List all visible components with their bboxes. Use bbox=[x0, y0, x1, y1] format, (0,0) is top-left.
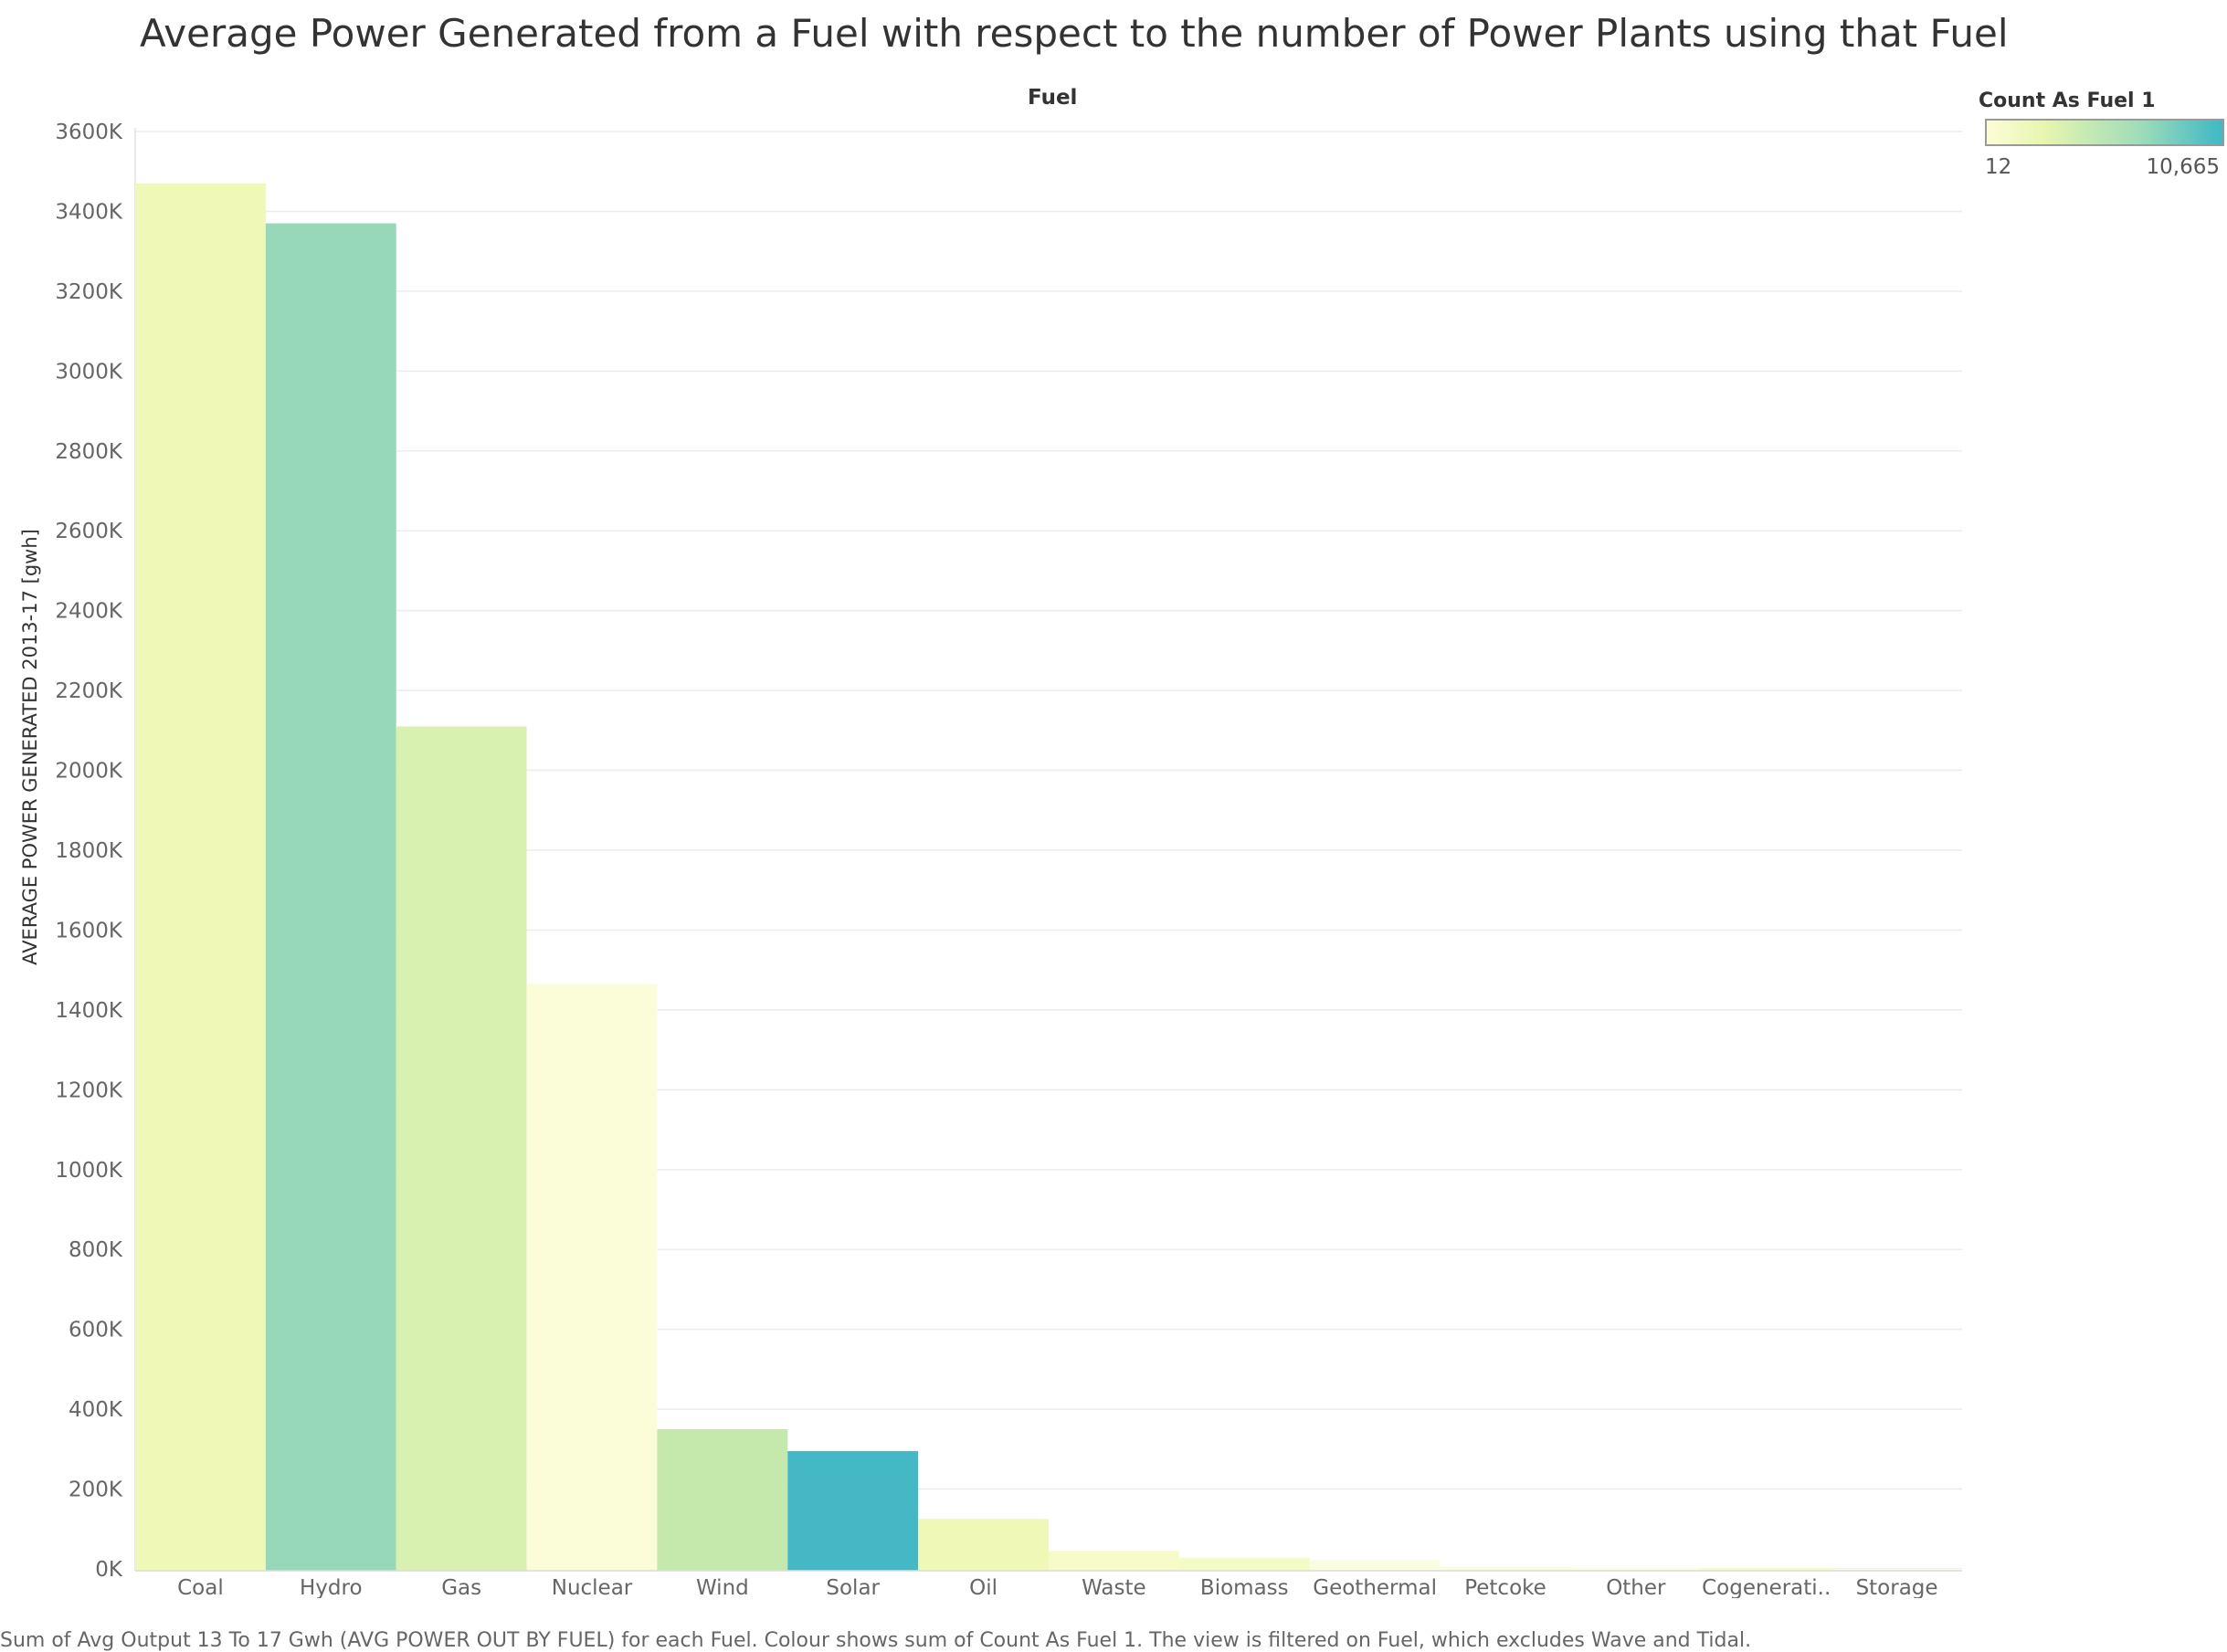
bar-chart: 0K 200K 400K 600K 800K 1000K 1200K 1400K 1600K 18… bbox=[19, 121, 1962, 1598]
x-tick-label: Geothermal bbox=[1313, 1576, 1437, 1598]
bar[interactable] bbox=[265, 223, 396, 1571]
x-tick-label: Wind bbox=[696, 1576, 749, 1598]
x-tick-label: Other bbox=[1606, 1576, 1666, 1598]
bar[interactable] bbox=[135, 183, 266, 1572]
footnote: Sum of Avg Output 13 To 17 Gwh (AVG POWE… bbox=[0, 1629, 1752, 1652]
bar[interactable] bbox=[1309, 1560, 1441, 1571]
x-tick-label: Gas bbox=[441, 1576, 481, 1598]
y-tick-label: 2400K bbox=[55, 600, 123, 624]
x-tick-label: Nuclear bbox=[552, 1576, 633, 1598]
y-tick-label: 800K bbox=[69, 1238, 123, 1262]
bar[interactable] bbox=[787, 1451, 919, 1571]
y-tick-label: 2600K bbox=[55, 520, 123, 543]
y-tick-label: 3000K bbox=[55, 360, 123, 384]
y-tick-label: 3600K bbox=[55, 121, 123, 144]
x-tick-label: Oil bbox=[969, 1576, 997, 1598]
x-tick-label: Biomass bbox=[1200, 1576, 1289, 1598]
y-tick-label: 3200K bbox=[55, 280, 123, 304]
chart-title: Average Power Generated from a Fuel with… bbox=[140, 11, 2009, 56]
bar[interactable] bbox=[657, 1428, 788, 1571]
bar[interactable] bbox=[1831, 1569, 1962, 1571]
bar[interactable] bbox=[918, 1519, 1049, 1571]
y-tick-label: 400K bbox=[69, 1398, 123, 1422]
x-tick-label: Coal bbox=[177, 1576, 224, 1598]
legend-min-label: 12 bbox=[1985, 155, 2012, 179]
y-tick-label: 1200K bbox=[55, 1079, 123, 1102]
y-tick-label: 2800K bbox=[55, 440, 123, 464]
y-tick-label: 2200K bbox=[55, 679, 123, 703]
legend-title: Count As Fuel 1 bbox=[1979, 89, 2156, 112]
y-tick-label: 3400K bbox=[55, 200, 123, 224]
y-tick-label: 600K bbox=[69, 1319, 123, 1342]
bar[interactable] bbox=[1701, 1568, 1832, 1571]
y-tick-label: 2000K bbox=[55, 760, 123, 784]
x-tick-label: Waste bbox=[1082, 1576, 1146, 1598]
x-tick-label: Storage bbox=[1856, 1576, 1938, 1598]
y-tick-label: 200K bbox=[69, 1478, 123, 1502]
x-tick-label: Petcoke bbox=[1464, 1576, 1546, 1598]
x-tick-label: Cogenerati.. bbox=[1702, 1576, 1831, 1598]
x-tick-label: Solar bbox=[826, 1576, 880, 1598]
y-tick-label: 0K bbox=[95, 1558, 123, 1582]
y-tick-label: 1600K bbox=[55, 919, 123, 942]
y-tick-label: 1000K bbox=[55, 1159, 123, 1183]
y-tick-label: 1800K bbox=[55, 839, 123, 863]
column-header: Fuel bbox=[1028, 86, 1078, 110]
bar[interactable] bbox=[1049, 1551, 1179, 1571]
y-tick-label: 1400K bbox=[55, 999, 123, 1023]
legend-gradient bbox=[1985, 119, 2224, 146]
bar[interactable] bbox=[1178, 1557, 1310, 1571]
legend-max-label: 10,665 bbox=[2146, 155, 2220, 179]
bar[interactable] bbox=[1440, 1566, 1571, 1571]
x-tick-label: Hydro bbox=[300, 1576, 363, 1598]
bar[interactable] bbox=[526, 984, 658, 1571]
bar[interactable] bbox=[396, 726, 527, 1571]
bar[interactable] bbox=[1570, 1567, 1702, 1571]
y-axis-title: AVERAGE POWER GENERATED 2013-17 [gwh] bbox=[19, 529, 41, 965]
